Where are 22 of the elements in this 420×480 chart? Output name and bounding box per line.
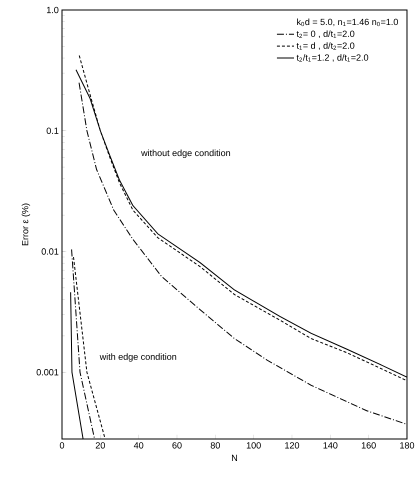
x-tick-label: 0: [60, 442, 64, 449]
legend-title: k$_{0}$d = 5.0, n$_{1}$=1.46 n$_{0}$=1.0: [297, 18, 398, 26]
x-tick-label: 180: [400, 442, 414, 449]
y-tick-label: 0.1: [46, 128, 58, 134]
annotation: with edge condition: [100, 353, 176, 362]
x-tick-label: 20: [96, 442, 105, 449]
x-tick-label: 160: [362, 442, 376, 449]
x-tick-label: 120: [285, 442, 300, 449]
y-tick-label: 1.0: [46, 6, 58, 14]
y-axis-title: Error ε (%): [22, 204, 30, 246]
x-tick-label: 60: [172, 442, 182, 449]
x-tick-label: 40: [134, 442, 144, 449]
legend-label: t$_{1}$= d , d/t$_{2}$=2.0: [296, 42, 354, 50]
legend-label: t$_{2}$/t$_{1}$=1.2 , d/t$_{1}$=2.0: [296, 54, 368, 62]
y-tick-label: 0.001: [36, 369, 58, 376]
x-tick-label: 100: [246, 442, 261, 449]
x-axis-title: N: [232, 454, 238, 461]
y-tick-label: 0.01: [42, 248, 58, 255]
x-tick-label: 80: [210, 442, 220, 449]
legend-label: t$_{2}$= 0 , d/t$_{1}$=2.0: [296, 30, 354, 38]
x-tick-label: 140: [324, 442, 338, 449]
annotation: without edge condition: [141, 150, 230, 158]
